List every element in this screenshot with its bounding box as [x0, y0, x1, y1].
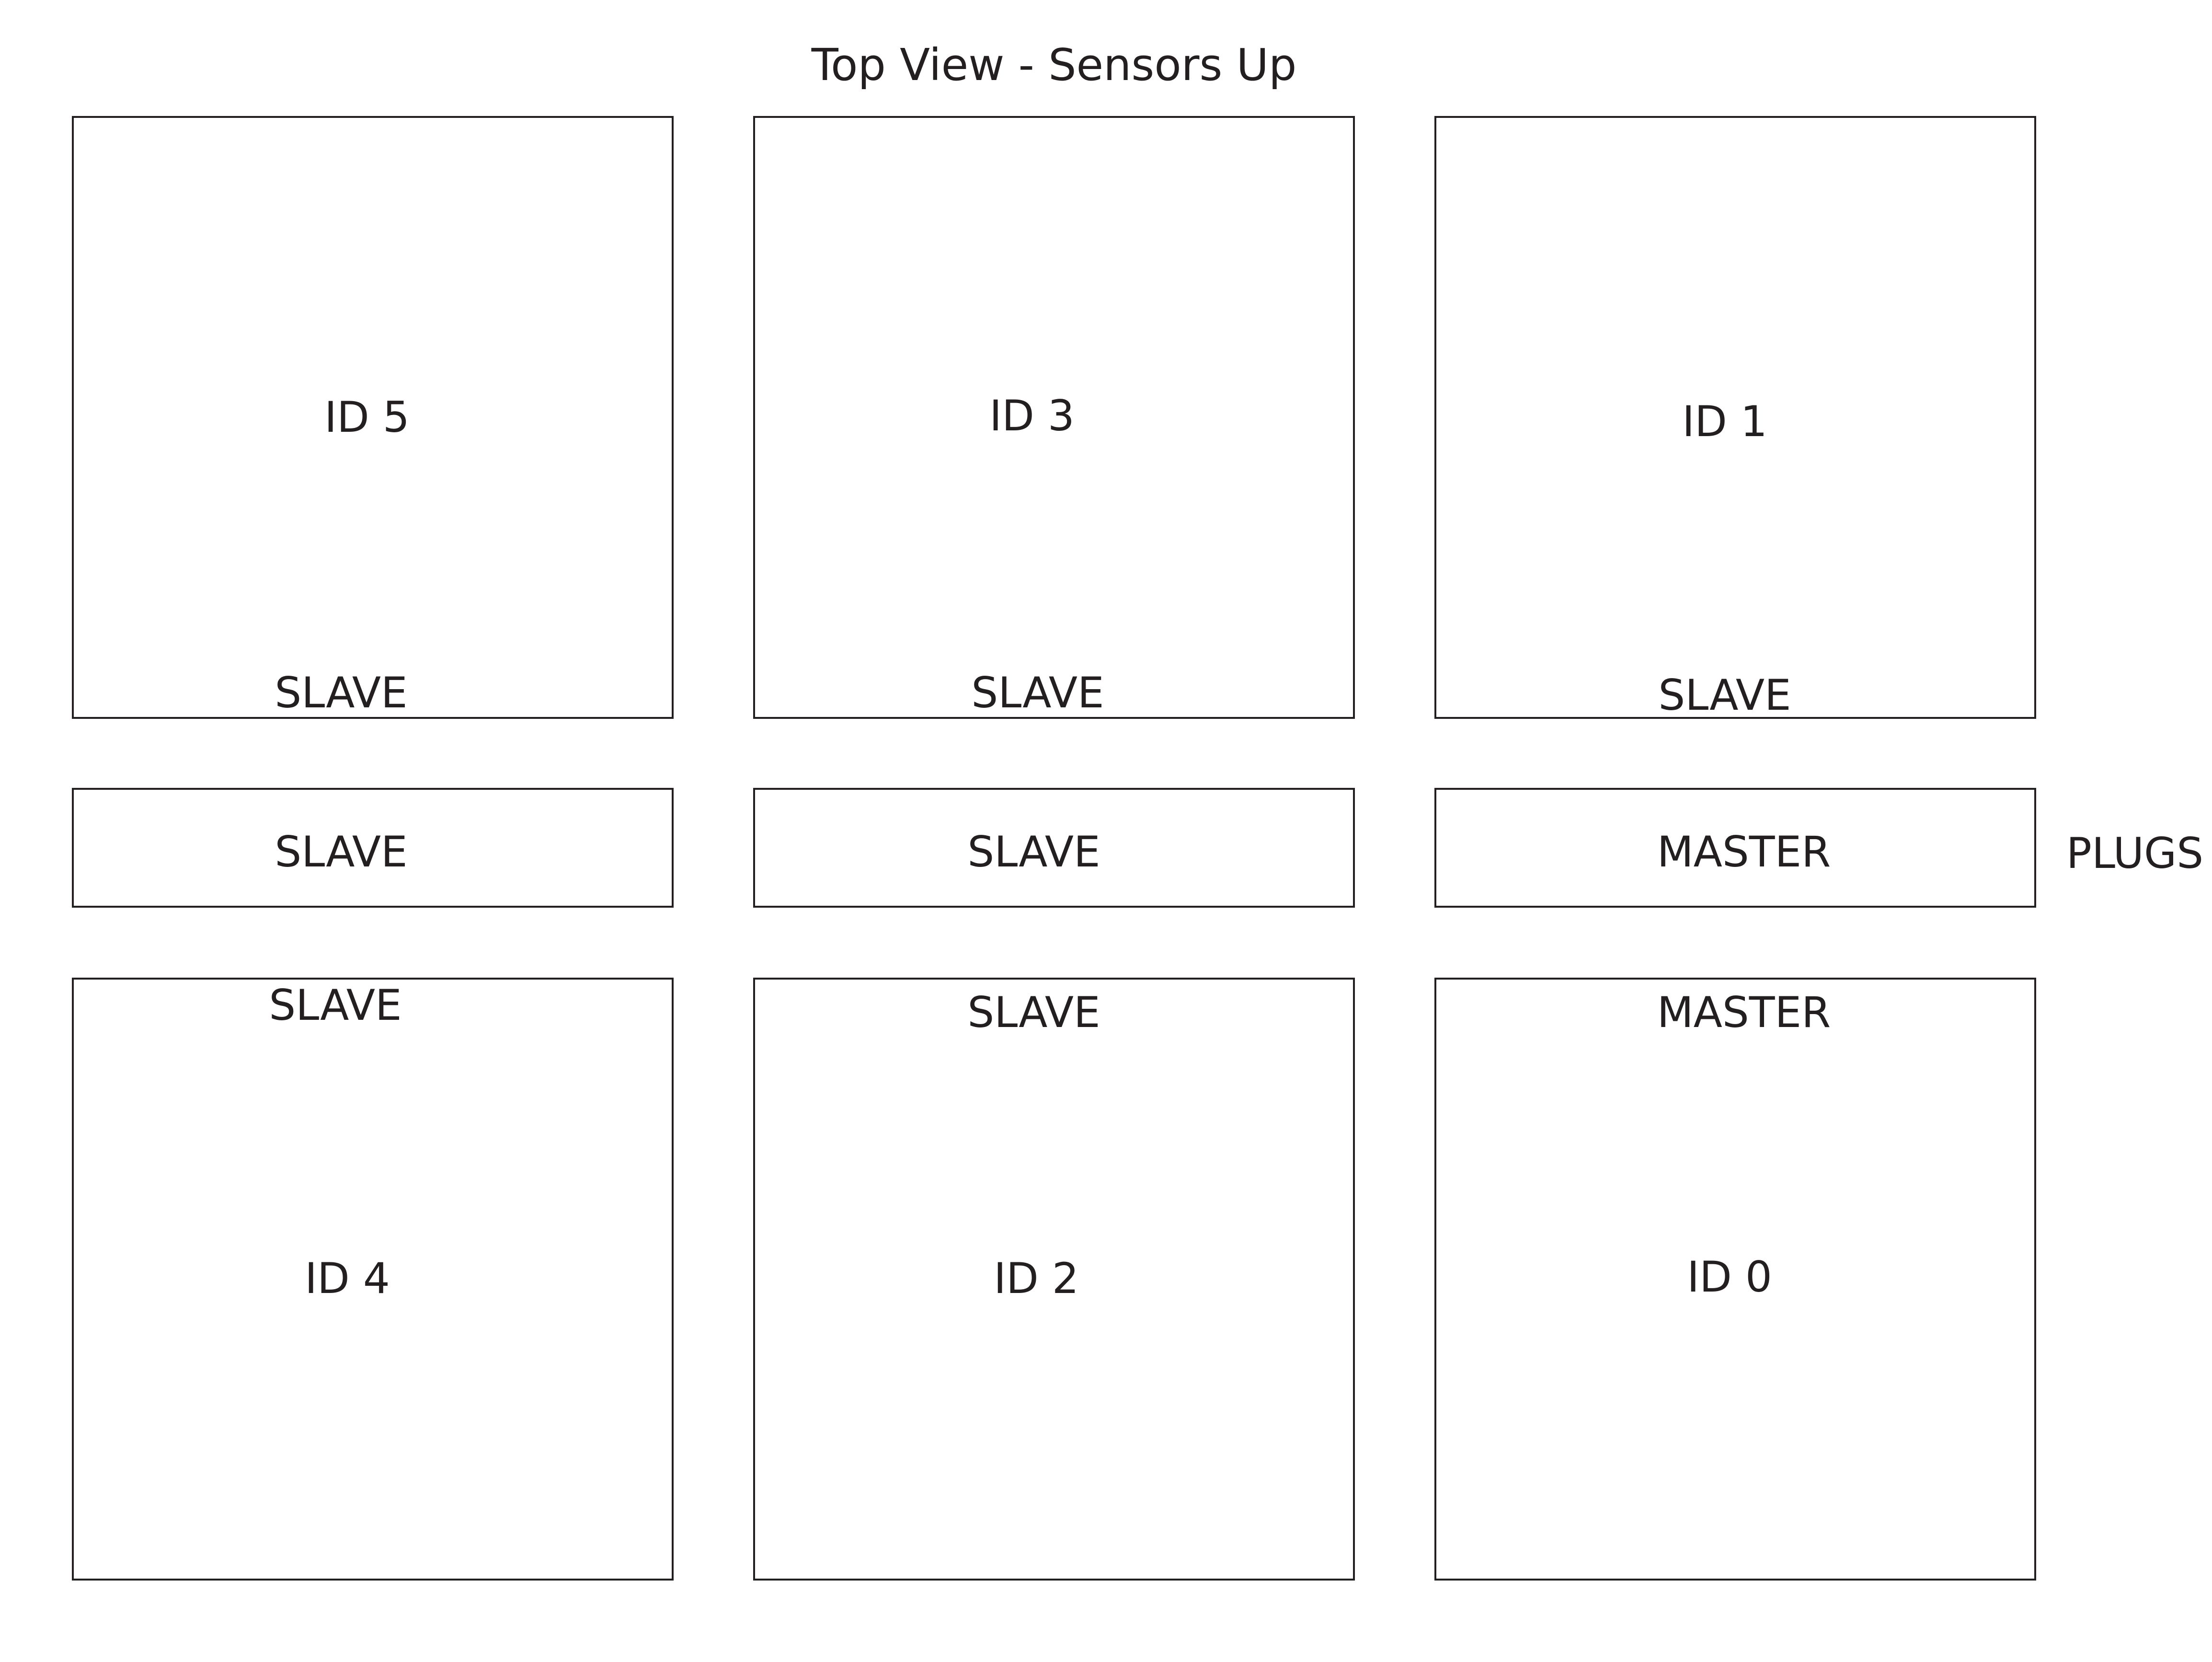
board-id3-role: SLAVE — [971, 668, 1104, 717]
board-id1 — [1434, 116, 2036, 719]
plug-box-left — [72, 788, 674, 908]
board-id2-label: ID 2 — [994, 1254, 1079, 1303]
board-id5-label: ID 5 — [324, 392, 410, 442]
board-id3-label: ID 3 — [989, 391, 1075, 440]
plugs-label: PLUGS — [2066, 829, 2204, 878]
plug-box-middle — [753, 788, 1355, 908]
board-id3 — [753, 116, 1355, 719]
plug-box-right-label: MASTER — [1657, 827, 1831, 877]
board-id1-label: ID 1 — [1682, 397, 1767, 446]
plug-box-right — [1434, 788, 2036, 908]
board-id4 — [72, 978, 674, 1581]
board-id1-role: SLAVE — [1658, 670, 1791, 720]
plug-box-middle-label: SLAVE — [967, 827, 1100, 877]
board-id2-role: SLAVE — [967, 988, 1100, 1037]
board-id5-role: SLAVE — [275, 668, 408, 717]
board-id4-label: ID 4 — [305, 1254, 390, 1303]
board-id0 — [1434, 978, 2036, 1581]
diagram-title: Top View - Sensors Up — [811, 39, 1297, 91]
board-id2 — [753, 978, 1355, 1581]
board-id5 — [72, 116, 674, 719]
board-id0-role: MASTER — [1657, 988, 1831, 1037]
board-id0-label: ID 0 — [1687, 1252, 1772, 1302]
plug-box-left-label: SLAVE — [275, 827, 408, 877]
board-id4-role: SLAVE — [269, 981, 402, 1030]
